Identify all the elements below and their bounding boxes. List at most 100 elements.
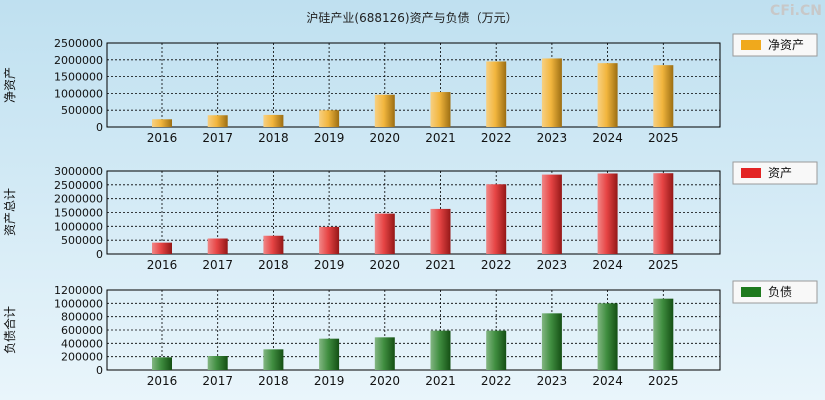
x-tick-label: 2024 [592,258,623,272]
bar-net_assets-2020 [374,94,395,127]
legend-label: 负债 [768,285,792,299]
x-tick-label: 2025 [648,374,679,388]
x-tick-label: 2023 [537,258,568,272]
bar-total_assets-2016 [152,242,172,254]
bar-total_assets-2022 [486,184,507,254]
legend-net_assets: 净资产 [732,33,818,57]
panel-net_assets: 0 500000 1000000 1500000 2000000 2500000 2016 2… [3,33,818,145]
y-tick-label: 1200000 [54,284,103,297]
bar-liabilities-2018 [263,349,284,370]
legend-total_assets: 资产 [732,161,818,185]
y-tick-label: 600000 [61,324,103,337]
x-tick-label: 2021 [425,374,456,388]
y-tick-label: 500000 [61,234,103,247]
bar-liabilities-2021 [430,330,451,370]
bar-net_assets-2024 [597,63,618,127]
bar-liabilities-2019 [319,338,340,370]
bar-total_assets-2020 [374,213,395,254]
legend-box [732,280,818,304]
bar-liabilities-2024 [597,303,618,370]
legend-swatch [741,168,761,178]
bar-net_assets-2018 [263,114,284,127]
bar-total_assets-2021 [430,208,451,254]
x-tick-label: 2016 [147,258,178,272]
y-tick-label: 0 [96,364,103,377]
legend-box [732,33,818,57]
bar-total_assets-2017 [207,238,228,254]
bar-liabilities-2022 [486,330,507,370]
y-tick-label: 2000000 [54,193,103,206]
x-tick-label: 2023 [537,131,568,145]
x-tick-label: 2021 [425,131,456,145]
y-tick-label: 1000000 [54,87,103,100]
y-tick-label: 1000000 [54,220,103,233]
bar-total_assets-2024 [597,173,618,254]
x-tick-label: 2017 [202,131,233,145]
legend-label: 资产 [768,166,792,180]
bar-net_assets-2022 [486,61,507,128]
x-tick-label: 2019 [314,374,345,388]
x-tick-label: 2018 [258,258,289,272]
bar-net_assets-2021 [430,92,451,127]
bar-liabilities-2017 [207,356,228,370]
bar-net_assets-2016 [152,119,172,127]
x-tick-label: 2018 [258,131,289,145]
y-axis-label: 资产总计 [3,188,17,236]
bar-liabilities-2023 [541,313,562,370]
bar-total_assets-2025 [653,173,674,254]
x-tick-label: 2025 [648,258,679,272]
legend-box [732,161,818,185]
bar-total_assets-2019 [319,226,340,254]
legend-liabilities: 负债 [732,280,818,304]
y-tick-label: 800000 [61,311,103,324]
x-tick-label: 2017 [202,258,233,272]
plot-frame [106,42,721,128]
x-tick-label: 2022 [481,258,512,272]
bar-net_assets-2025 [653,65,674,127]
brand-watermark: CFi.CN [770,3,822,19]
legend-label: 净资产 [768,38,804,52]
y-tick-label: 0 [96,121,103,134]
bar-net_assets-2023 [541,58,562,127]
x-tick-label: 2024 [592,131,623,145]
x-tick-label: 2016 [147,374,178,388]
bar-net_assets-2019 [319,110,340,127]
y-tick-label: 500000 [61,104,103,117]
legend-swatch [741,287,761,297]
bar-total_assets-2018 [263,235,284,254]
y-tick-label: 3000000 [54,165,103,178]
x-tick-label: 2020 [370,131,401,145]
y-tick-label: 0 [96,248,103,261]
y-tick-label: 2500000 [54,37,103,50]
x-tick-label: 2018 [258,374,289,388]
x-tick-label: 2019 [314,131,345,145]
x-tick-label: 2025 [648,131,679,145]
bar-total_assets-2023 [541,174,562,254]
x-tick-label: 2022 [481,374,512,388]
bar-liabilities-2025 [653,298,674,370]
y-tick-label: 1500000 [54,207,103,220]
y-tick-label: 1500000 [54,71,103,84]
x-tick-label: 2021 [425,258,456,272]
y-tick-label: 400000 [61,337,103,350]
y-tick-label: 1000000 [54,297,103,310]
y-tick-label: 200000 [61,351,103,364]
y-axis-label: 负债合计 [2,306,17,354]
x-tick-label: 2022 [481,131,512,145]
x-tick-label: 2016 [147,131,178,145]
chart-title: 沪硅产业(688126)资产与负债（万元） [306,11,517,25]
bar-net_assets-2017 [207,115,228,127]
x-tick-label: 2019 [314,258,345,272]
x-tick-label: 2023 [537,374,568,388]
bar-liabilities-2020 [374,337,395,370]
x-tick-label: 2020 [370,258,401,272]
y-tick-label: 2500000 [54,179,103,192]
x-tick-label: 2017 [202,374,233,388]
y-axis-label: 净资产 [3,67,17,103]
panel-total_assets: 0500000100000015000002000000250000030000… [3,161,818,272]
legend-swatch [741,40,761,50]
y-tick-label: 2000000 [54,54,103,67]
bar-liabilities-2016 [152,357,172,370]
